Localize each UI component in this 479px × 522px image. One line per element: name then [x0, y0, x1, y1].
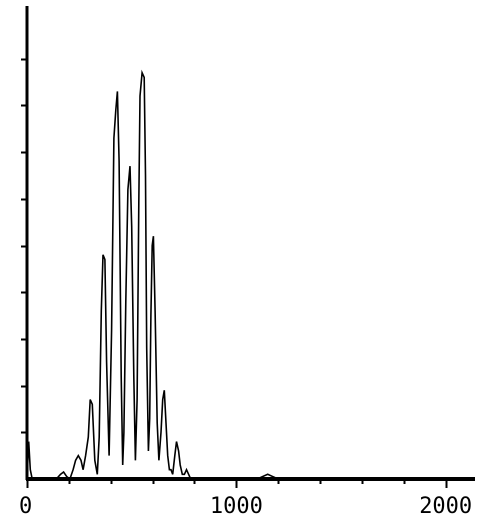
- series-line: [26, 69, 475, 481]
- x-tick-label: 1000: [210, 494, 263, 519]
- x-axis-tick-labels: 0 1000 2000: [19, 494, 472, 519]
- y-axis-ticks: [21, 58, 27, 434]
- x-tick-label: 0: [19, 494, 32, 519]
- x-tick-label: 2000: [419, 494, 472, 519]
